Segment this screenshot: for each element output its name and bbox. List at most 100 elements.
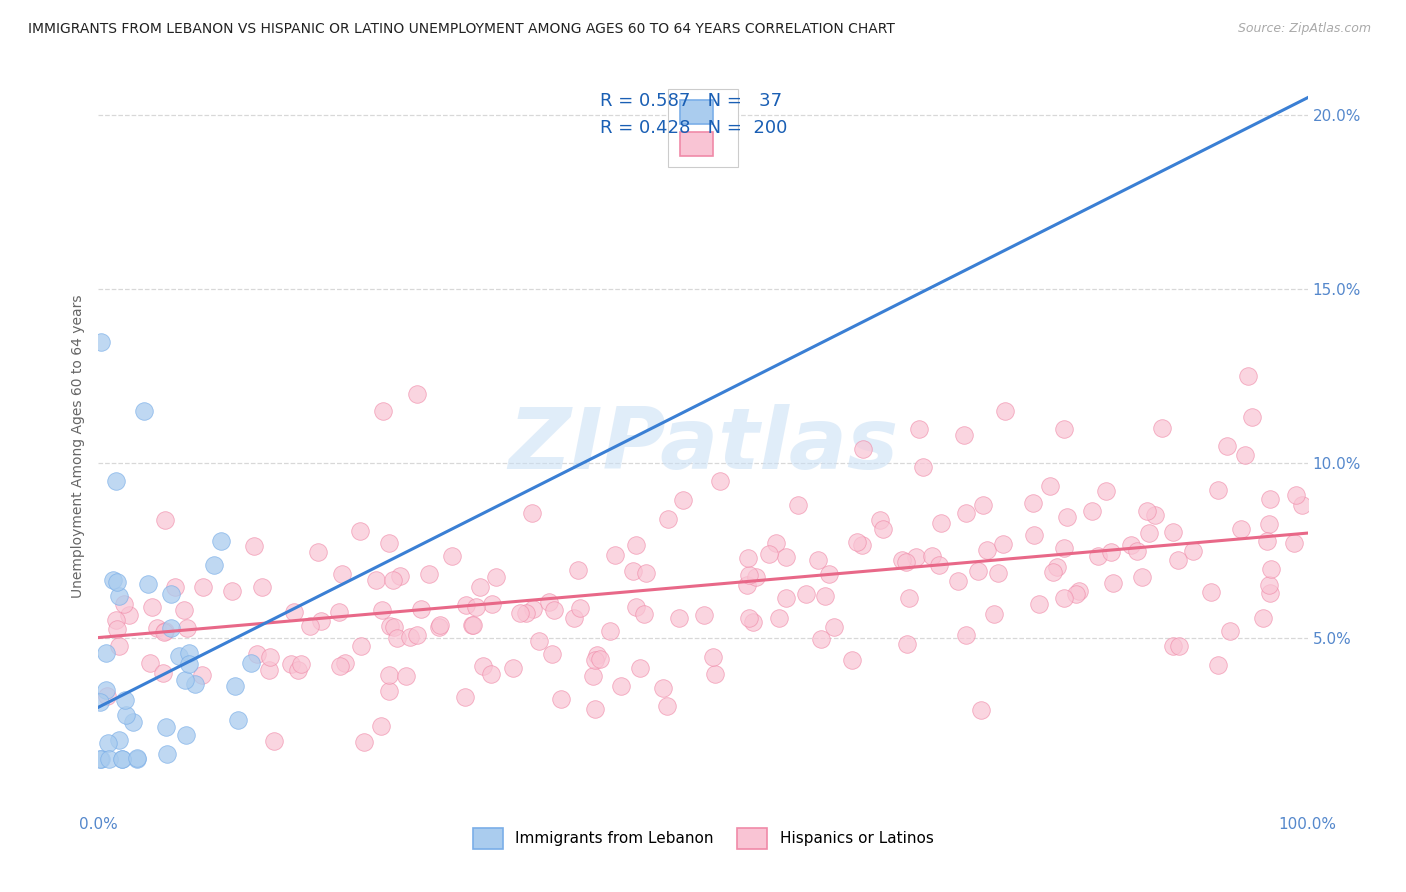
Point [330, 567, 353, 582]
Point [127, 751, 149, 765]
Point [543, 602, 565, 616]
Point [522, 601, 544, 615]
Point [1208, 657, 1230, 672]
Point [108, 639, 131, 653]
Point [1095, 484, 1118, 499]
Point [454, 690, 477, 704]
Point [976, 542, 998, 557]
Point [377, 683, 399, 698]
Point [134, 404, 156, 418]
Point [309, 614, 332, 628]
Point [298, 619, 321, 633]
Point [1258, 492, 1281, 507]
Point [290, 657, 312, 672]
Point [378, 619, 401, 633]
Point [693, 607, 716, 622]
Point [668, 611, 690, 625]
Point [328, 606, 350, 620]
Point [921, 549, 943, 563]
Point [329, 659, 352, 673]
Point [852, 442, 875, 456]
Point [908, 421, 931, 435]
Point [946, 574, 969, 588]
Point [794, 586, 817, 600]
Point [807, 553, 830, 567]
Point [1161, 524, 1184, 539]
Point [111, 752, 134, 766]
Point [388, 569, 411, 583]
Point [160, 587, 183, 601]
Point [350, 639, 373, 653]
Point [121, 714, 143, 729]
Point [108, 589, 131, 603]
Point [1099, 544, 1122, 558]
Point [1258, 586, 1281, 600]
Point [758, 547, 780, 561]
Point [742, 615, 765, 629]
Point [384, 620, 406, 634]
Point [479, 666, 502, 681]
Point [624, 600, 647, 615]
Point [896, 637, 918, 651]
Point [603, 548, 626, 562]
Point [610, 679, 633, 693]
Point [228, 713, 250, 727]
Point [991, 537, 1014, 551]
Point [464, 600, 486, 615]
Point [221, 584, 243, 599]
Point [737, 551, 759, 566]
Point [929, 516, 952, 530]
Legend: Immigrants from Lebanon, Hispanics or Latinos: Immigrants from Lebanon, Hispanics or La… [467, 822, 939, 855]
Point [287, 664, 309, 678]
Point [1291, 498, 1313, 512]
Point [409, 601, 432, 615]
Point [90, 334, 112, 349]
Point [461, 618, 484, 632]
Point [541, 647, 564, 661]
Point [589, 652, 612, 666]
Text: Source: ZipAtlas.com: Source: ZipAtlas.com [1237, 22, 1371, 36]
Text: R = 0.428   N =  200: R = 0.428 N = 200 [600, 119, 787, 136]
Point [672, 492, 695, 507]
Point [1216, 439, 1239, 453]
Point [1081, 504, 1104, 518]
Point [97, 735, 120, 749]
Point [1137, 526, 1160, 541]
Point [636, 566, 658, 580]
Point [953, 428, 976, 442]
Point [810, 632, 832, 646]
Point [967, 564, 990, 578]
Point [1257, 517, 1279, 532]
Point [163, 580, 186, 594]
Point [1167, 553, 1189, 567]
Point [628, 661, 651, 675]
Point [104, 474, 127, 488]
Point [1150, 421, 1173, 435]
Point [735, 578, 758, 592]
Point [96, 690, 118, 704]
Point [183, 676, 205, 690]
Point [738, 611, 761, 625]
Point [1168, 639, 1191, 653]
Point [1219, 624, 1241, 638]
Point [377, 536, 399, 550]
Point [1053, 421, 1076, 435]
Point [118, 607, 141, 622]
Point [146, 621, 169, 635]
Point [581, 668, 603, 682]
Point [515, 606, 537, 620]
Point [156, 747, 179, 761]
Point [1161, 639, 1184, 653]
Point [569, 601, 592, 615]
Point [894, 555, 917, 569]
Point [115, 707, 138, 722]
Point [1064, 587, 1087, 601]
Point [970, 703, 993, 717]
Point [177, 657, 200, 672]
Point [1046, 559, 1069, 574]
Point [152, 665, 174, 680]
Point [371, 603, 394, 617]
Point [621, 564, 644, 578]
Point [136, 577, 159, 591]
Point [283, 605, 305, 619]
